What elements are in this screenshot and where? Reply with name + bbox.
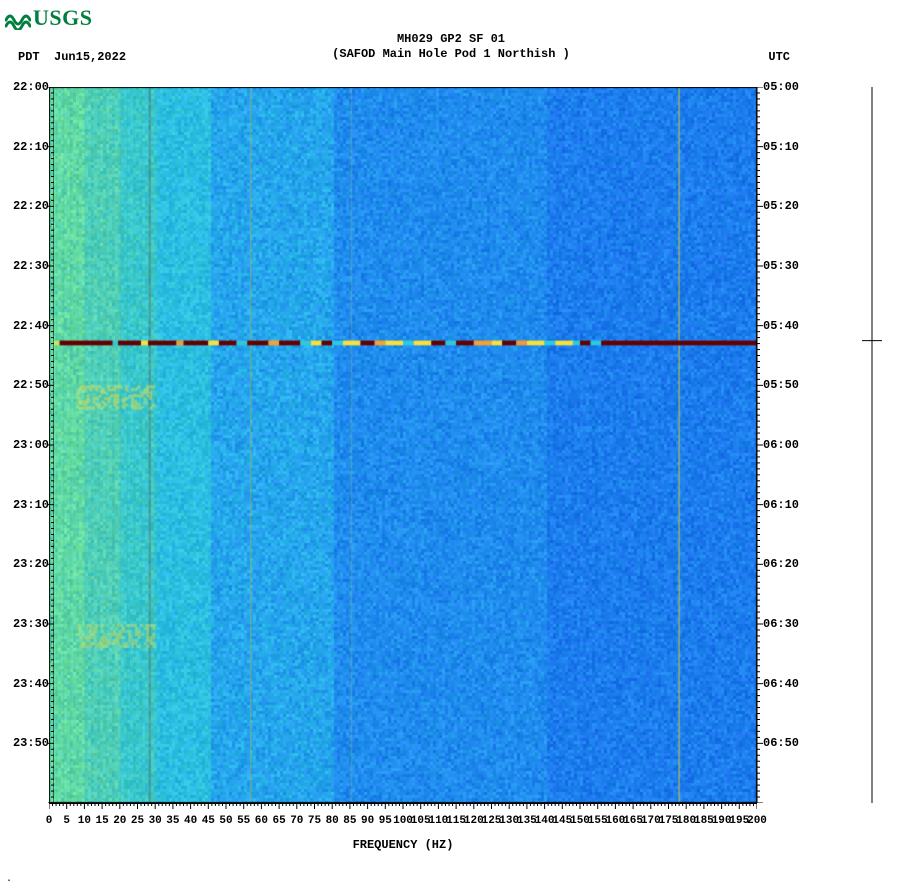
y-tick-label: 23:50 xyxy=(4,737,49,749)
usgs-logo-text: USGS xyxy=(33,5,92,31)
x-tick-label: 90 xyxy=(361,815,374,827)
x-tick-label: 45 xyxy=(202,815,215,827)
usgs-wave-icon xyxy=(5,6,31,30)
x-tick-label: 5 xyxy=(63,815,70,827)
x-tick-label: 60 xyxy=(255,815,268,827)
y-tick-label: 22:20 xyxy=(4,200,49,212)
x-axis-title: FREQUENCY (HZ) xyxy=(49,838,757,852)
x-tick-label: 80 xyxy=(326,815,339,827)
x-tick-label: 30 xyxy=(149,815,162,827)
x-tick-label: 20 xyxy=(113,815,126,827)
x-tick-label: 200 xyxy=(747,815,767,827)
side-marker xyxy=(848,87,896,803)
x-tick-label: 85 xyxy=(343,815,356,827)
title-line-2: (SAFOD Main Hole Pod 1 Northish ) xyxy=(0,47,902,62)
x-tick-label: 25 xyxy=(131,815,144,827)
y-tick-label: 22:00 xyxy=(4,81,49,93)
x-tick-label: 35 xyxy=(166,815,179,827)
x-tick-label: 95 xyxy=(379,815,392,827)
y-tick-label: 23:20 xyxy=(4,558,49,570)
y-ticks-left xyxy=(44,87,54,803)
spectrogram-canvas xyxy=(49,87,757,803)
x-tick-label: 65 xyxy=(272,815,285,827)
y-tick-label: 22:10 xyxy=(4,141,49,153)
side-marker-svg xyxy=(848,87,896,803)
x-axis: 0510152025303540455055606570758085909510… xyxy=(49,803,757,843)
spectrogram-plot xyxy=(49,87,757,803)
header-left-date: Jun15,2022 xyxy=(54,50,126,64)
y-tick-label: 23:40 xyxy=(4,678,49,690)
x-ticks xyxy=(49,803,757,815)
y-tick-label: 23:00 xyxy=(4,439,49,451)
y-tick-label: 22:30 xyxy=(4,260,49,272)
x-tick-label: 70 xyxy=(290,815,303,827)
x-tick-label: 0 xyxy=(46,815,53,827)
y-tick-label: 23:30 xyxy=(4,618,49,630)
footmark: · xyxy=(6,876,12,887)
y-ticks-right xyxy=(757,87,767,803)
y-axis-left: 22:0022:1022:2022:3022:4022:5023:0023:10… xyxy=(4,87,49,803)
y-tick-label: 23:10 xyxy=(4,499,49,511)
chart-title: MH029 GP2 SF 01 (SAFOD Main Hole Pod 1 N… xyxy=(0,32,902,62)
header-right: UTC xyxy=(768,50,790,64)
x-tick-label: 15 xyxy=(95,815,108,827)
usgs-logo: USGS xyxy=(5,5,92,31)
title-line-1: MH029 GP2 SF 01 xyxy=(0,32,902,47)
x-tick-label: 40 xyxy=(184,815,197,827)
x-tick-label: 50 xyxy=(219,815,232,827)
y-tick-label: 22:50 xyxy=(4,379,49,391)
header-right-tz: UTC xyxy=(768,50,790,64)
header-left-tz: PDT xyxy=(18,50,40,64)
x-tick-label: 10 xyxy=(78,815,91,827)
x-tick-label: 55 xyxy=(237,815,250,827)
y-tick-label: 22:40 xyxy=(4,320,49,332)
header-left: PDT Jun15,2022 xyxy=(18,50,126,64)
x-tick-label: 75 xyxy=(308,815,321,827)
